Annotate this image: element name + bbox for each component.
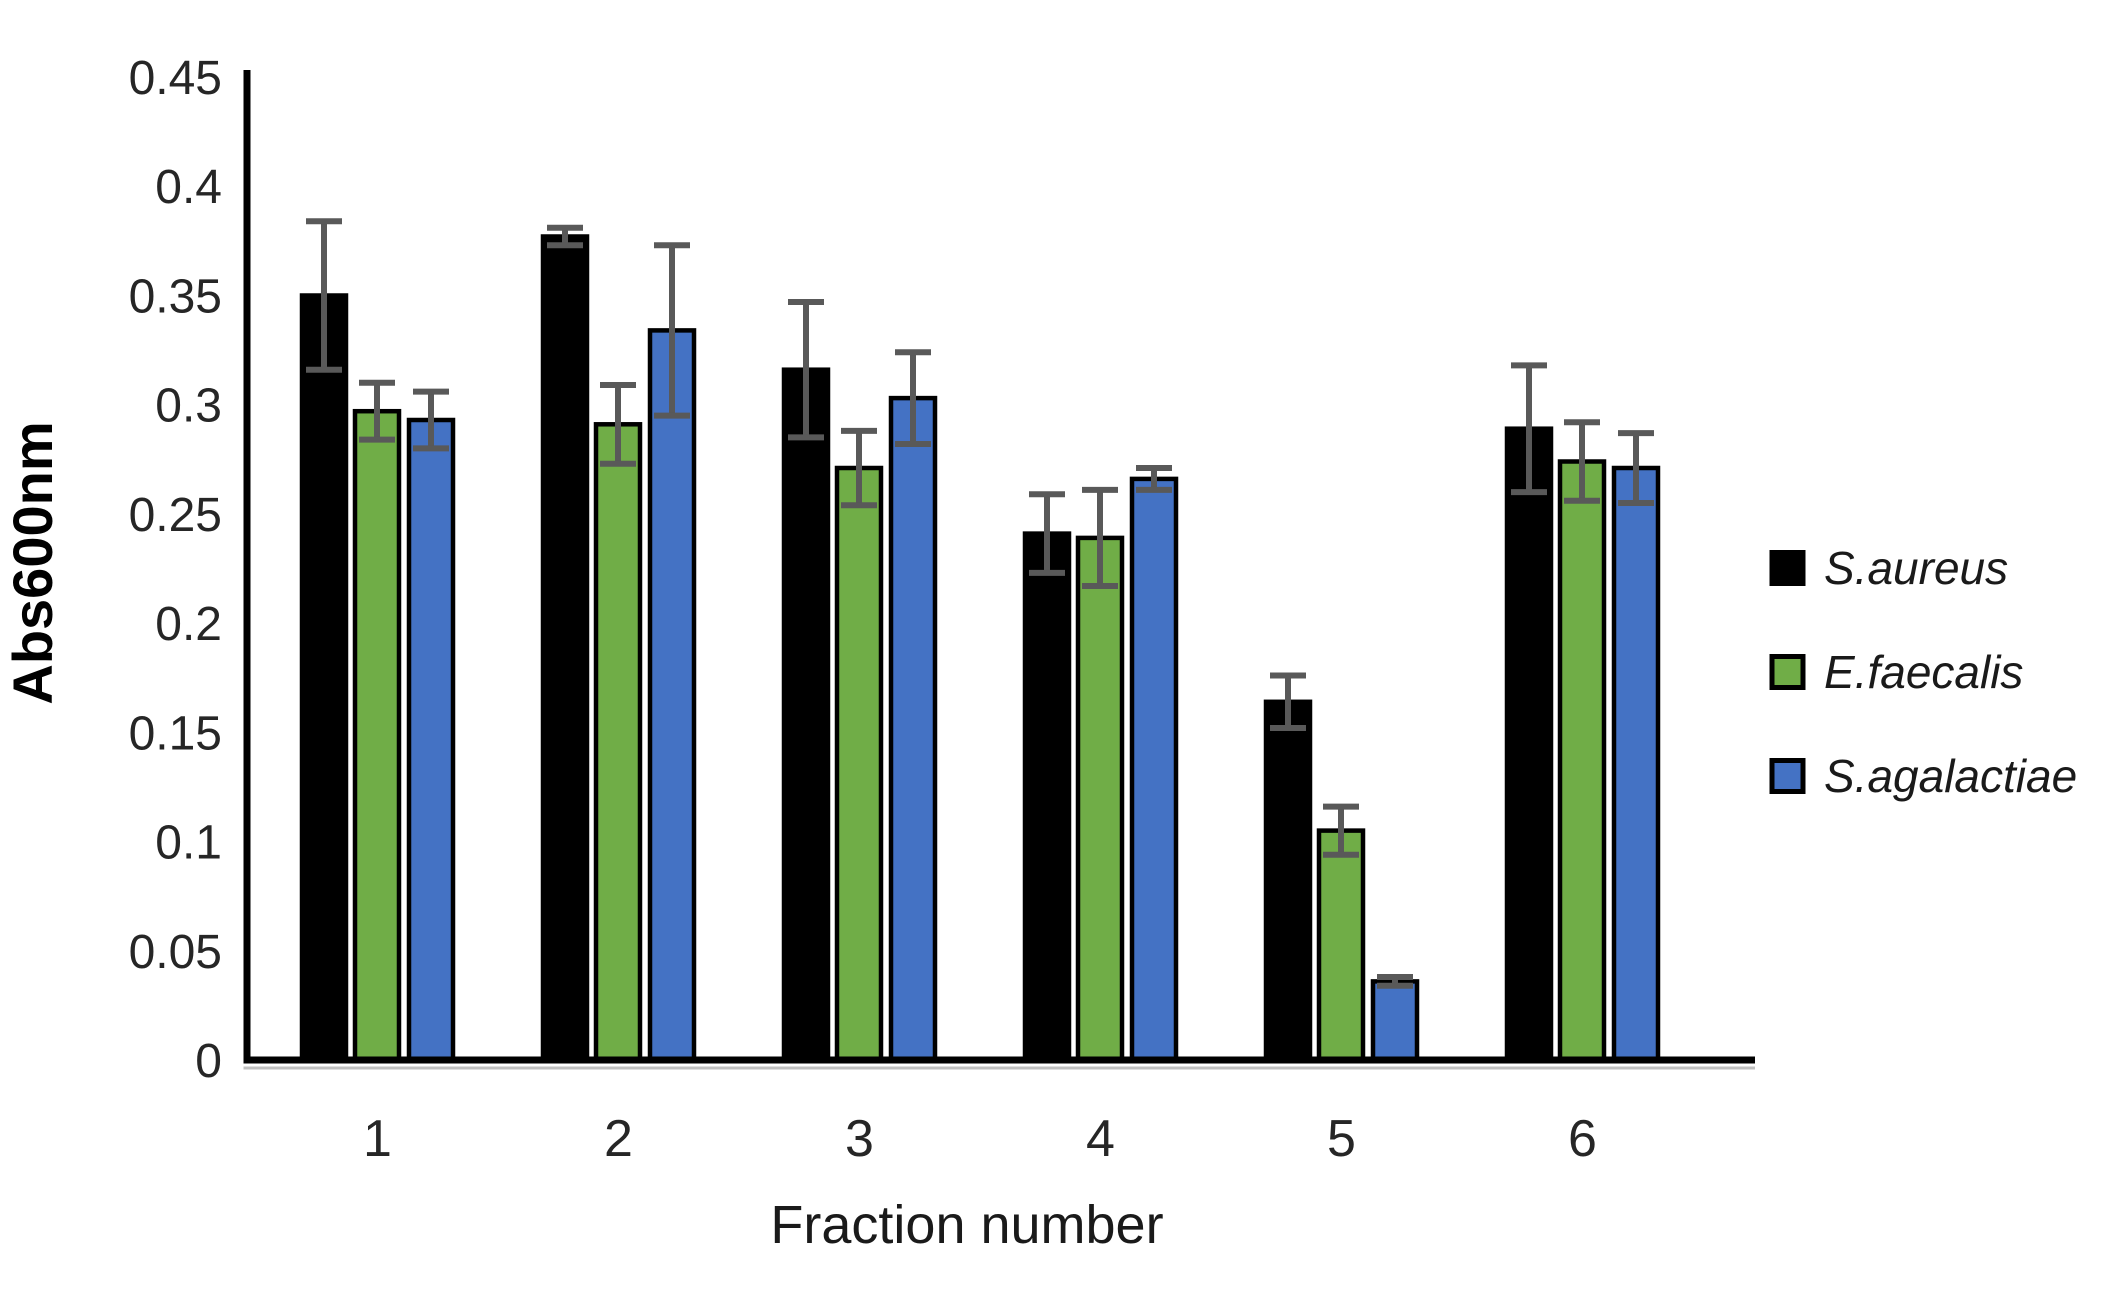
legend: S.aureus E.faecalis S.agalactiae <box>1769 542 2077 802</box>
bar-s-agalactiae-fraction-4 <box>1129 476 1179 1063</box>
y-tick-label-0.1: 0.1 <box>155 817 222 870</box>
axis-layer <box>243 70 1755 1070</box>
bar-e-faecalis-fraction-6 <box>1557 459 1607 1063</box>
y-tick-label-0.35: 0.35 <box>129 271 222 324</box>
legend-swatch-s-aureus <box>1769 550 1806 586</box>
bar-s-agalactiae-fraction-1 <box>406 417 456 1063</box>
x-tick-label-4: 4 <box>1086 1110 1115 1168</box>
bar-s-aureus-fraction-2 <box>540 234 590 1063</box>
y-tick-label-0: 0 <box>195 1035 222 1088</box>
bar-e-faecalis-fraction-1 <box>352 408 402 1063</box>
x-tick-label-6: 6 <box>1568 1110 1597 1168</box>
bar-s-agalactiae-fraction-2 <box>647 328 697 1063</box>
bar-e-faecalis-fraction-5 <box>1316 828 1366 1063</box>
bar-s-agalactiae-fraction-6 <box>1611 465 1661 1063</box>
legend-label-s-aureus: S.aureus <box>1824 542 2008 594</box>
y-tick-label-0.15: 0.15 <box>129 707 222 760</box>
tick-labels-layer: 1 2 3 4 5 6 0.45 0.4 0.35 0.3 0.25 0.2 0.15 0.1 0.05 0 <box>129 52 1597 1168</box>
bar-s-aureus-fraction-1 <box>299 293 349 1063</box>
legend-swatch-s-agalactiae <box>1769 758 1806 794</box>
y-tick-label-0.2: 0.2 <box>155 598 222 651</box>
bar-e-faecalis-fraction-4 <box>1075 535 1125 1063</box>
bar-s-agalactiae-fraction-5 <box>1370 979 1420 1063</box>
error-bars-layer <box>306 218 1654 989</box>
bar-s-aureus-fraction-5 <box>1263 699 1313 1063</box>
x-tick-label-2: 2 <box>604 1110 633 1168</box>
bar-e-faecalis-fraction-2 <box>593 422 643 1063</box>
bar-s-aureus-fraction-3 <box>781 367 831 1063</box>
legend-label-e-faecalis: E.faecalis <box>1824 646 2023 698</box>
bar-s-agalactiae-fraction-3 <box>888 395 938 1063</box>
y-tick-label-0.05: 0.05 <box>129 926 222 979</box>
x-tick-label-5: 5 <box>1327 1110 1356 1168</box>
legend-label-s-agalactiae: S.agalactiae <box>1824 750 2077 802</box>
bars-layer <box>299 234 1661 1063</box>
y-tick-label-0.25: 0.25 <box>129 489 222 542</box>
y-tick-label-0.45: 0.45 <box>129 52 222 105</box>
y-tick-label-0.3: 0.3 <box>155 380 222 433</box>
y-axis-title: Abs600nm <box>1 421 64 704</box>
y-tick-label-0.4: 0.4 <box>155 161 222 214</box>
legend-swatch-e-faecalis <box>1769 654 1806 690</box>
bar-s-aureus-fraction-6 <box>1504 426 1554 1063</box>
x-tick-label-3: 3 <box>845 1110 874 1168</box>
bar-s-aureus-fraction-4 <box>1022 531 1072 1063</box>
bar-e-faecalis-fraction-3 <box>834 465 884 1063</box>
x-axis-title: Fraction number <box>770 1195 1163 1255</box>
x-tick-label-1: 1 <box>363 1110 392 1168</box>
